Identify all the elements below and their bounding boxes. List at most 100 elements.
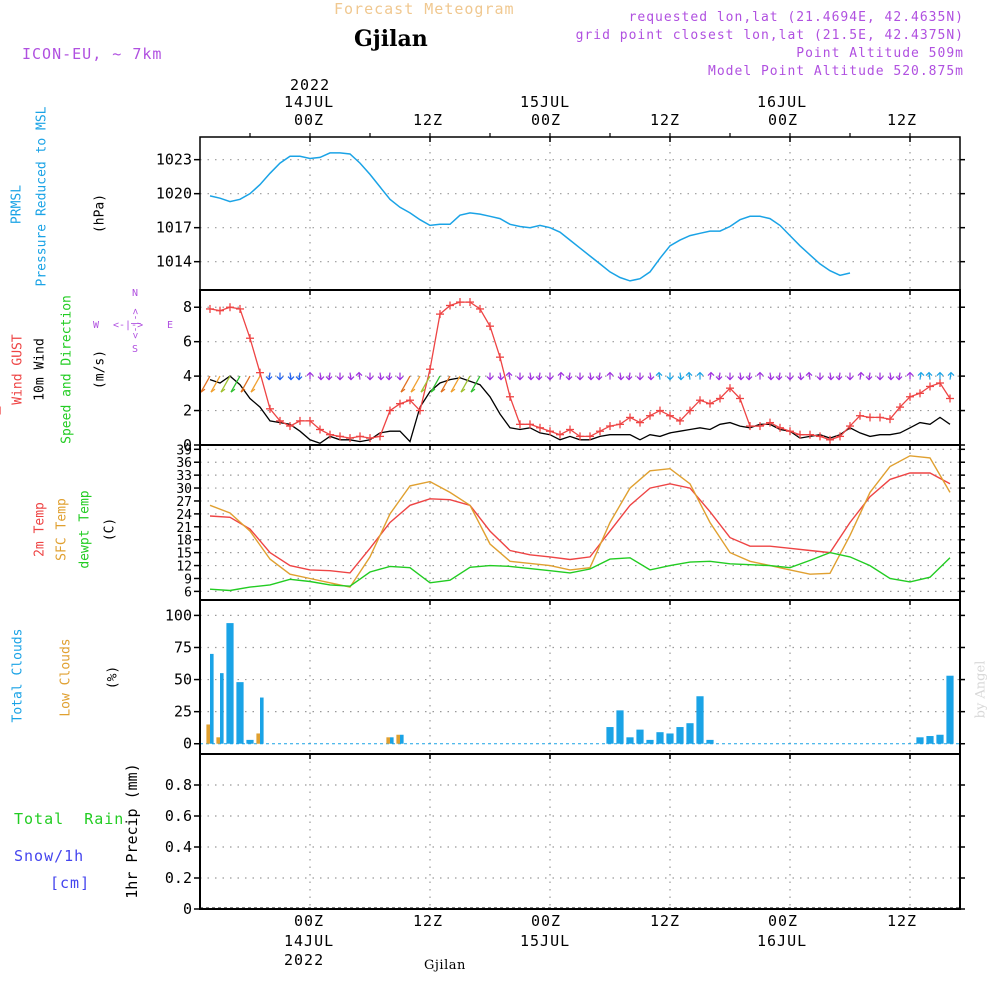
wind-direction-arrow <box>328 372 331 380</box>
wind-direction-arrow <box>516 376 524 381</box>
wind-direction-arrow <box>906 371 914 377</box>
wind-direction-arrow <box>898 372 901 380</box>
wind-direction-arrow <box>936 371 944 377</box>
bottom-hour-label: 00Z <box>768 912 799 930</box>
wind-direction-arrow <box>595 376 603 381</box>
top-hour-label: 00Z <box>531 111 562 129</box>
y-tick-label: 12 <box>176 560 192 575</box>
wind-direction-arrow <box>606 371 614 377</box>
wind-direction-arrow <box>240 375 251 393</box>
y-tick-label: 1017 <box>156 219 192 237</box>
wind-direction-arrow <box>529 372 532 380</box>
y-tick-label: 33 <box>176 469 192 484</box>
wind-direction-arrow <box>538 372 541 380</box>
wind-direction-arrow <box>707 371 715 377</box>
wind-direction-arrow <box>838 372 841 380</box>
wind-direction-arrow <box>859 372 862 380</box>
wind-direction-arrow <box>816 376 824 381</box>
wind-direction-arrow <box>598 372 601 380</box>
low-cloud-bar <box>216 737 220 744</box>
wind-direction-arrow <box>410 375 421 393</box>
y-tick-label: 4 <box>183 367 192 385</box>
total-cloud-bar <box>606 727 614 744</box>
wind-direction-arrow <box>486 376 494 381</box>
total-cloud-bar <box>656 732 664 744</box>
wind-direction-arrow <box>589 372 592 380</box>
wind-direction-arrow <box>808 372 811 380</box>
total-cloud-bar <box>916 737 924 744</box>
wind-direction-arrow <box>497 376 505 381</box>
total-cloud-bar <box>246 739 254 744</box>
wind-direction-arrow <box>715 376 723 381</box>
wind-direction-arrow <box>325 376 333 381</box>
total-cloud-bar <box>220 673 224 744</box>
wind-direction-arrow <box>265 376 273 381</box>
wind-direction-arrow <box>400 388 406 393</box>
wind-direction-arrow <box>745 376 753 381</box>
wind-direction-arrow <box>430 388 436 393</box>
compass-arrows: <-|-> <box>113 320 144 331</box>
y-tick-label: 0.6 <box>165 807 192 825</box>
wind-direction-arrow <box>396 376 404 381</box>
total-cloud-bar <box>616 710 624 744</box>
y-tick-label: 0.2 <box>165 869 192 887</box>
wind-direction-arrow <box>889 372 892 380</box>
wind-direction-arrow <box>895 376 903 381</box>
wind-direction-arrow <box>289 372 292 380</box>
y-tick-label: 18 <box>176 534 192 549</box>
wind-direction-arrow <box>709 372 712 380</box>
wind-direction-arrow <box>450 375 461 393</box>
wind-direction-arrow <box>778 372 781 380</box>
y-tick-label: 30 <box>176 482 192 497</box>
y-tick-label: 24 <box>176 508 192 523</box>
total-cloud-bar <box>696 696 704 744</box>
wind-direction-arrow <box>559 372 562 380</box>
wind-direction-arrow <box>420 375 431 393</box>
low-cloud-bar <box>206 724 210 744</box>
wind-direction-arrow <box>829 372 832 380</box>
wind-direction-arrow <box>925 371 933 377</box>
panel-frame <box>199 289 961 446</box>
top-date-14jul: 14JUL <box>284 93 335 111</box>
wind-direction-arrow <box>655 371 663 377</box>
wind-direction-arrow <box>756 371 764 377</box>
y-tick-label: 8 <box>183 298 192 316</box>
wind-direction-arrow <box>440 388 446 393</box>
y-tick-label: 6 <box>183 333 192 351</box>
y-tick-label: 39 <box>176 443 192 458</box>
wind-direction-arrow <box>349 372 352 380</box>
total-cloud-bar <box>226 623 234 744</box>
bottom-date-14jul: 14JUL <box>284 932 335 950</box>
wind-direction-arrow <box>546 376 554 381</box>
wind-direction-arrow <box>949 372 952 380</box>
wind-direction-arrow <box>797 376 805 381</box>
wind-direction-arrow <box>200 388 206 393</box>
wind-direction-arrow <box>625 376 633 381</box>
wind-direction-arrow <box>557 371 565 377</box>
bottom-hour-label: 00Z <box>531 912 562 930</box>
wind-direction-arrow <box>619 372 622 380</box>
precip-label-rain: Total Rain <box>14 810 125 828</box>
temp-dewpt-line <box>209 551 951 592</box>
wind-direction-arrow <box>298 372 301 380</box>
wind-direction-arrow <box>685 371 693 377</box>
wind-direction-arrow <box>295 376 303 381</box>
wind-direction-arrow <box>718 372 721 380</box>
bottom-hour-label: 12Z <box>887 912 918 930</box>
wind-direction-arrow <box>527 376 535 381</box>
y-tick-label: 27 <box>176 495 192 510</box>
wind-direction-arrow <box>440 375 451 393</box>
y-tick-label: 25 <box>174 703 192 721</box>
wind-direction-arrow <box>366 376 374 381</box>
total-cloud-bar <box>210 653 214 744</box>
wind-direction-arrow <box>917 371 925 377</box>
wind-direction-arrow <box>919 372 922 380</box>
wind-direction-arrow <box>377 376 385 381</box>
compass-n: N <box>132 288 140 299</box>
wind-direction-arrow <box>210 388 216 393</box>
wind-direction-arrow <box>385 376 393 381</box>
low-cloud-bar <box>256 733 260 744</box>
low-cloud-bar <box>396 734 400 744</box>
total-cloud-bar <box>390 737 394 744</box>
y-tick-label: 15 <box>176 547 192 562</box>
